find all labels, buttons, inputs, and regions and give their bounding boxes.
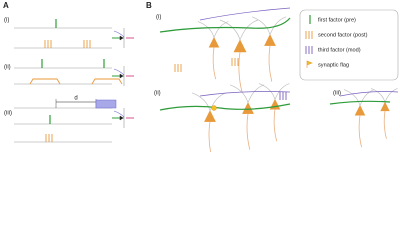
axon [383,110,387,139]
mod-axon [339,91,399,97]
pre-axon [329,100,391,105]
axon [246,113,251,150]
legend-box [299,9,399,81]
dendrite [209,92,227,111]
soma [208,36,220,48]
soma [380,101,390,112]
mod-axon [113,68,125,76]
dendrite [269,16,287,35]
mod-axon [199,91,291,97]
soma [264,34,276,46]
legend-icon [306,60,313,68]
arrow [119,35,124,41]
dendrite [258,83,276,100]
arrow [119,73,124,79]
row-label: (iii) [333,91,341,97]
mod-pulse [95,99,117,109]
row-label: (i) [4,18,9,24]
mod-axon [199,7,291,21]
plateau [91,78,123,85]
distance-label: d [74,96,77,102]
legend-text: third factor (mod) [318,47,361,53]
soma [354,104,366,116]
dendrite [384,88,398,103]
dendrite [213,21,229,38]
row-label: (iii) [4,111,12,117]
pre-axon [159,103,291,111]
axon [273,109,277,142]
soma [204,110,216,122]
legend-text: first factor (pre) [318,17,356,23]
dendrite [370,88,386,103]
legend-text: second factor (post) [318,32,368,38]
dendrite [219,19,241,41]
axon [238,51,243,93]
soma [233,39,247,53]
figure: A (i) (ii) (iii) d B (i) (ii) (iii) firs… [3,1,399,152]
row-label: (ii) [154,91,161,97]
row-label: (ii) [4,65,11,71]
synaptic-flag [211,105,217,111]
soma [242,102,254,114]
dendrite [247,84,265,103]
dendrite [191,92,211,111]
dendrite [359,89,375,106]
dendrite [274,83,290,100]
axon [208,121,212,152]
soma [269,98,281,110]
axon [212,47,216,80]
dendrite [239,19,259,41]
pre-axon [159,17,291,33]
arrow [119,115,124,121]
panel-label: A [3,1,9,10]
axon [268,45,273,82]
dendrite [343,89,361,106]
axon [358,115,362,148]
panel-label: B [146,1,152,10]
legend-text: synaptic flag [318,62,349,68]
row-label: (i) [156,15,161,21]
dendrite [229,84,249,103]
dendrite [197,21,215,38]
dendrite [251,16,271,35]
mod-axon [113,30,125,38]
plateau [29,78,61,85]
mod-axon [113,110,125,118]
